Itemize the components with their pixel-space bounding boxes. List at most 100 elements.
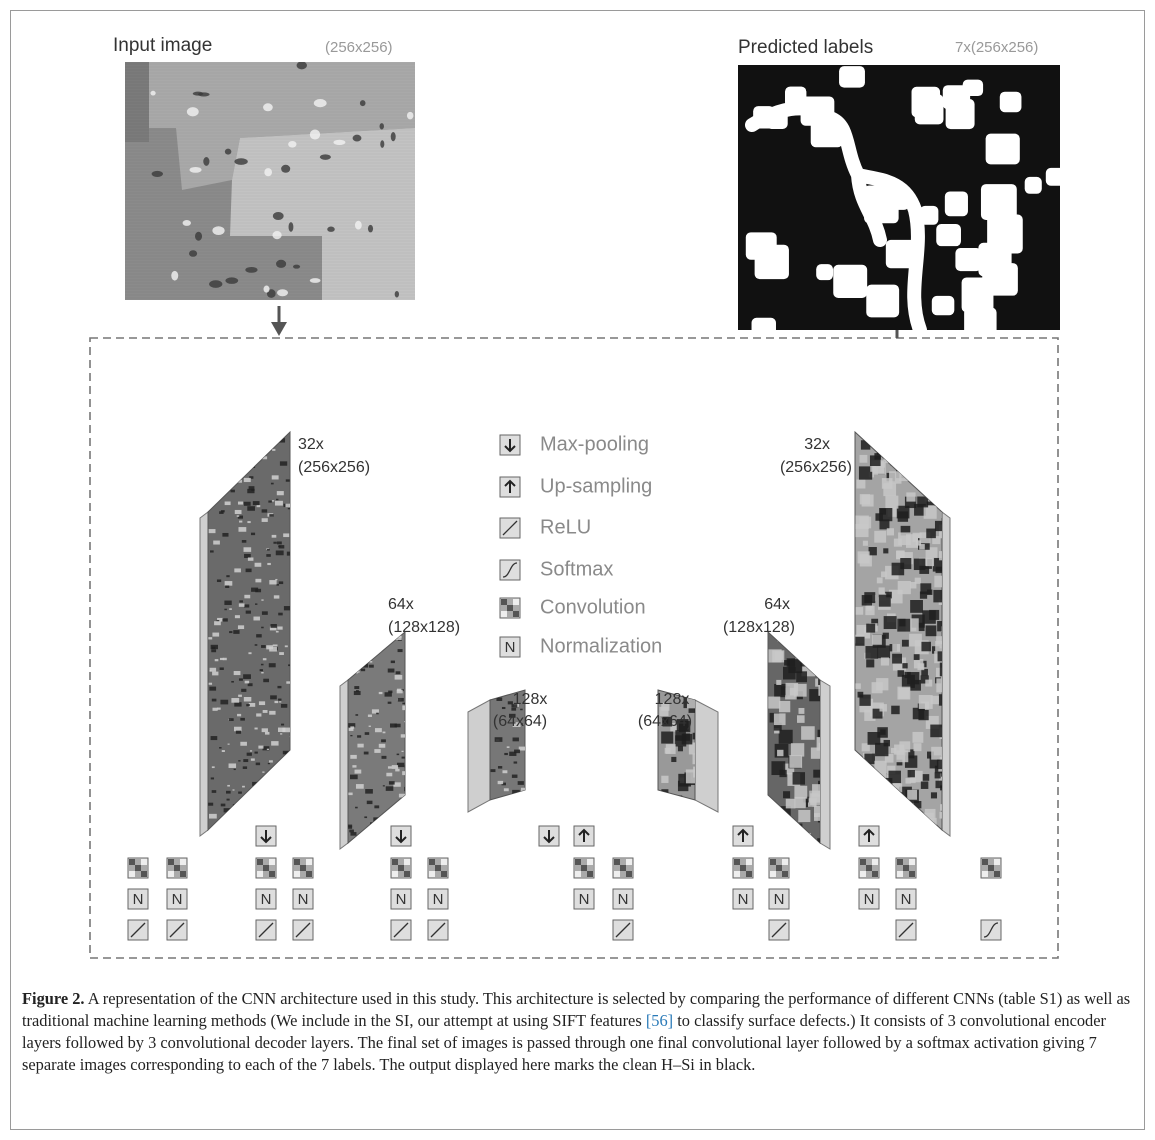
feature-spot: [276, 631, 279, 633]
feature-spot: [502, 770, 507, 773]
feature-spot: [374, 749, 380, 753]
defect: [281, 165, 290, 173]
icon-conv: [613, 858, 633, 878]
icon-cell: [129, 859, 135, 865]
feature-spot: [402, 703, 405, 705]
feature-spot: [381, 756, 386, 759]
layer-count: 64x: [388, 596, 414, 613]
feature-spot: [919, 433, 925, 439]
feature-spot: [768, 818, 775, 825]
feature-spot: [241, 441, 249, 446]
label-blob: [839, 66, 865, 88]
feature-spot: [902, 663, 907, 668]
icon-cell: [782, 865, 788, 871]
feature-spot: [355, 807, 358, 809]
feature-spot: [211, 736, 218, 740]
feature-spot: [267, 549, 270, 551]
feature-spot: [239, 600, 243, 602]
feature-spot: [401, 751, 403, 752]
feature-spot: [271, 439, 276, 442]
feature-spot: [255, 728, 258, 730]
feature-spot: [917, 663, 924, 670]
layer-side: [820, 680, 830, 849]
icon-down: [539, 826, 559, 846]
feature-spot: [349, 670, 353, 672]
feature-spot: [374, 805, 379, 808]
feature-spot: [925, 680, 932, 687]
feature-spot: [244, 554, 251, 558]
icon-cell: [776, 859, 782, 865]
icon-soft: [500, 560, 520, 580]
feature-spot: [250, 750, 252, 751]
feature-spot: [913, 743, 921, 751]
feature-spot: [354, 686, 359, 689]
feature-spot: [926, 529, 936, 539]
feature-spot: [247, 826, 253, 830]
feature-spot: [282, 796, 284, 797]
icon-cell: [626, 859, 632, 865]
feature-spot: [872, 793, 882, 803]
feature-spot: [227, 785, 230, 787]
icon-cell: [903, 871, 909, 877]
feature-spot: [512, 775, 518, 778]
feature-spot: [896, 814, 910, 828]
feature-spot: [258, 435, 263, 438]
icon-cell: [776, 865, 782, 871]
feature-spot: [247, 521, 250, 523]
icon-cell: [740, 865, 746, 871]
feature-spot: [271, 741, 278, 745]
feature-spot: [520, 709, 523, 711]
feature-spot: [364, 645, 367, 647]
feature-spot: [246, 611, 251, 614]
feature-spot: [266, 442, 269, 444]
feature-spot: [859, 466, 872, 479]
feature-spot: [395, 769, 399, 772]
feature-spot: [800, 833, 811, 844]
feature-spot: [856, 813, 864, 821]
layer-side: [468, 700, 490, 812]
feature-spot: [804, 647, 814, 657]
icon-cell: [306, 871, 312, 877]
legend-text: ReLU: [540, 516, 591, 538]
feature-spot: [281, 790, 285, 793]
layer-side: [695, 700, 718, 812]
feature-spot: [879, 595, 891, 607]
feature-spot: [272, 535, 277, 538]
feature-spot: [877, 435, 887, 445]
icon-cell: [897, 865, 903, 871]
feature-spot: [779, 730, 793, 744]
defect: [272, 231, 281, 239]
icon-cell: [770, 859, 776, 865]
icon-cell: [129, 865, 135, 871]
icon-cell: [398, 871, 404, 877]
feature-spot: [281, 704, 287, 708]
feature-spot: [214, 476, 216, 477]
feature-spot: [380, 834, 387, 838]
feature-spot: [912, 443, 925, 456]
feature-spot: [786, 820, 792, 826]
feature-spot: [924, 506, 937, 519]
feature-spot: [881, 571, 887, 577]
feature-spot: [883, 548, 888, 553]
icon-cell: [398, 865, 404, 871]
feature-spot: [776, 836, 781, 841]
feature-spot: [222, 533, 228, 537]
feature-spot: [869, 810, 881, 822]
icon-relu: [256, 920, 276, 940]
feature-spot: [277, 541, 282, 544]
feature-spot: [770, 840, 782, 852]
icon-letter: N: [901, 891, 912, 908]
feature-spot: [860, 494, 870, 504]
icon-letter: N: [864, 891, 875, 908]
feature-spot: [209, 683, 212, 685]
defect: [150, 91, 155, 96]
feature-spot: [376, 822, 382, 825]
icon-cell: [404, 865, 410, 871]
feature-spot: [261, 664, 264, 666]
icon-letter: N: [396, 891, 407, 908]
feature-map: [348, 632, 405, 843]
feature-spot: [869, 789, 879, 799]
icon-up: [859, 826, 879, 846]
legend-text: Up-sampling: [540, 475, 652, 497]
feature-spot: [269, 580, 276, 584]
